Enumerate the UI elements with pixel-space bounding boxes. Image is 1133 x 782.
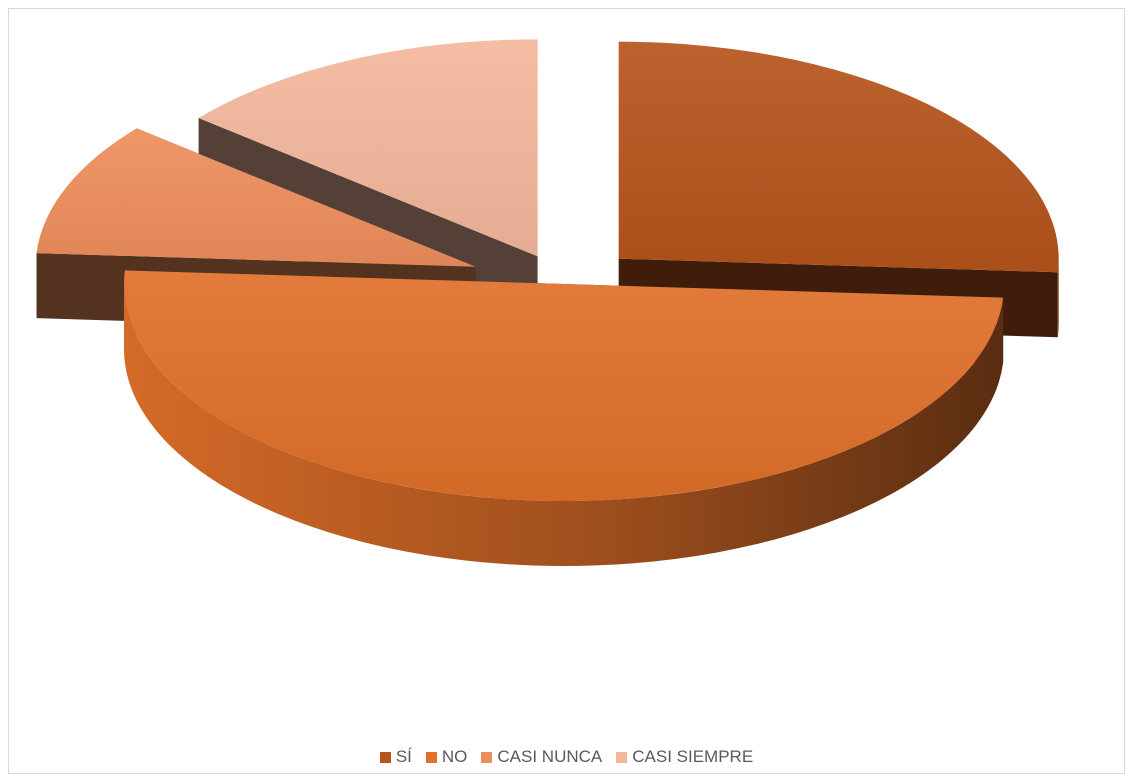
legend-swatch-casi-siempre xyxy=(616,751,628,763)
slice-si xyxy=(618,41,1059,273)
legend-label-si: SÍ xyxy=(395,747,412,766)
legend-label-no: NO xyxy=(441,747,468,766)
legend-swatch-casi-nunca xyxy=(481,751,493,763)
legend-label-casi-siempre: CASI SIEMPRE xyxy=(632,747,754,766)
chart-area: SÍ NO CASI NUNCA CASI SIEMPRE xyxy=(8,8,1125,774)
legend: SÍ NO CASI NUNCA CASI SIEMPRE xyxy=(9,747,1124,767)
legend-item-si: SÍ xyxy=(379,747,412,767)
pie-slices xyxy=(36,39,1059,566)
legend-swatch-si xyxy=(379,751,391,763)
slice-side-no xyxy=(124,284,1004,566)
slice-side-si xyxy=(1057,258,1059,338)
legend-label-casi-nunca: CASI NUNCA xyxy=(497,747,603,766)
pie-chart xyxy=(36,39,1059,566)
legend-item-casi-siempre: CASI SIEMPRE xyxy=(616,747,753,767)
legend-item-no: NO xyxy=(425,747,468,767)
slice-casi-nunca xyxy=(36,128,476,267)
legend-swatch-no xyxy=(425,751,437,763)
legend-item-casi-nunca: CASI NUNCA xyxy=(481,747,602,767)
slice-casi-siempre xyxy=(198,39,538,257)
slice-no xyxy=(124,270,1004,501)
